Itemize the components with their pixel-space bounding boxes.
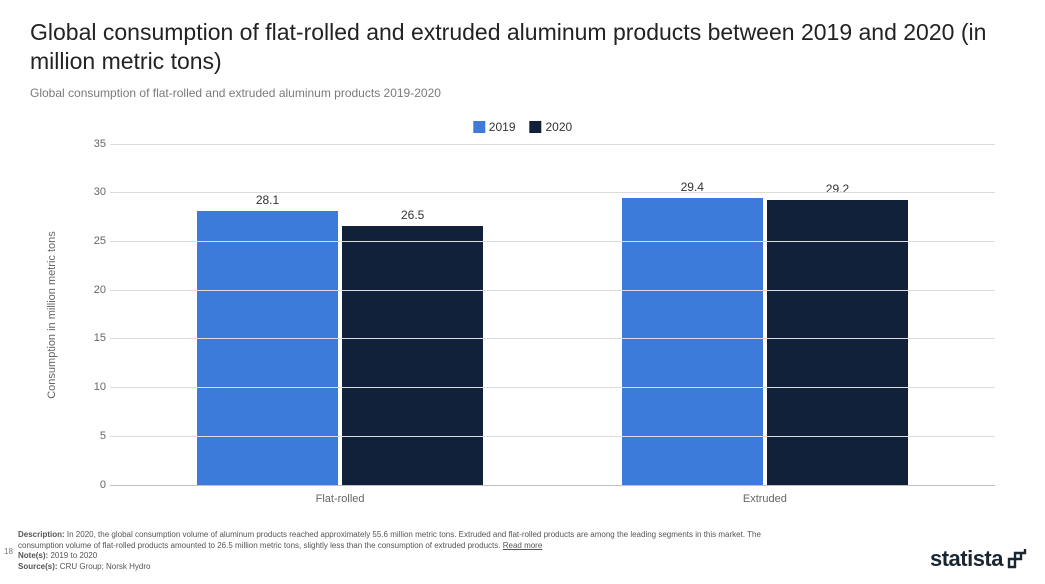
y-tick-label: 5 [82, 430, 106, 442]
notes-label: Note(s): [18, 551, 48, 560]
chart-plot: 28.126.529.429.2 05101520253035Flat-roll… [110, 144, 995, 486]
description-text: In 2020, the global consumption volume o… [18, 530, 761, 549]
y-tick-label: 10 [82, 381, 106, 393]
grid-line [110, 144, 995, 145]
bar: 26.5 [342, 226, 484, 484]
grid-line [110, 338, 995, 339]
y-tick-label: 35 [82, 138, 106, 150]
bar-value-label: 28.1 [197, 193, 339, 207]
y-tick-label: 0 [82, 479, 106, 491]
chart-area: 2019 2020 Consumption in million metric … [40, 120, 1005, 510]
read-more-link[interactable]: Read more [503, 541, 543, 550]
bar: 28.1 [197, 211, 339, 485]
source-label: Source(s): [18, 562, 58, 571]
footer-description: Description: In 2020, the global consump… [18, 530, 778, 551]
footer: Description: In 2020, the global consump… [18, 530, 1027, 572]
chart-header: Global consumption of flat-rolled and ex… [0, 0, 1045, 106]
grid-line [110, 192, 995, 193]
footer-text-block: Description: In 2020, the global consump… [18, 530, 778, 572]
notes-text: 2019 to 2020 [50, 551, 97, 560]
brand-logo: statista [930, 546, 1027, 572]
chart-subtitle: Global consumption of flat-rolled and ex… [30, 86, 1015, 100]
bar: 29.2 [767, 200, 909, 484]
slide-number: 18 [4, 547, 13, 556]
description-label: Description: [18, 530, 65, 539]
brand-mark-icon [1007, 549, 1027, 569]
legend-label-2020: 2020 [546, 120, 573, 134]
y-tick-label: 15 [82, 332, 106, 344]
footer-source: Source(s): CRU Group; Norsk Hydro [18, 562, 778, 572]
brand-text: statista [930, 546, 1003, 572]
x-tick-label: Flat-rolled [316, 493, 365, 505]
legend-item-2019: 2019 [473, 120, 516, 134]
bar-value-label: 29.2 [767, 182, 909, 196]
grid-line [110, 436, 995, 437]
x-tick-label: Extruded [743, 493, 787, 505]
legend-swatch-2019 [473, 121, 485, 133]
bar-value-label: 26.5 [342, 208, 484, 222]
legend-label-2019: 2019 [489, 120, 516, 134]
y-axis-title: Consumption in million metric tons [46, 231, 58, 399]
grid-line [110, 241, 995, 242]
footer-notes: Note(s): 2019 to 2020 [18, 551, 778, 561]
chart-title: Global consumption of flat-rolled and ex… [30, 18, 1015, 76]
chart-legend: 2019 2020 [473, 120, 572, 134]
legend-swatch-2020 [530, 121, 542, 133]
legend-item-2020: 2020 [530, 120, 573, 134]
y-tick-label: 20 [82, 284, 106, 296]
grid-line [110, 387, 995, 388]
source-text: CRU Group; Norsk Hydro [60, 562, 151, 571]
y-tick-label: 25 [82, 235, 106, 247]
bars-layer: 28.126.529.429.2 [110, 144, 995, 485]
grid-line [110, 290, 995, 291]
y-tick-label: 30 [82, 186, 106, 198]
